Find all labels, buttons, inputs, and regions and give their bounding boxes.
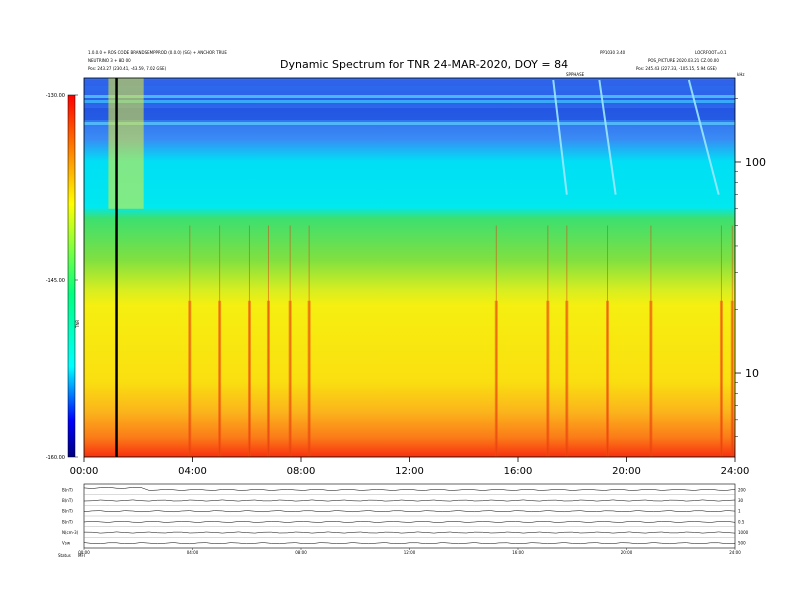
y-tick-label: 100 [745, 156, 766, 169]
burst-core [720, 225, 722, 457]
colorbar-label: TNR [75, 320, 80, 329]
drift-feature [687, 79, 720, 195]
spectrogram-background [84, 78, 735, 457]
y-tick-label: 10 [745, 367, 759, 380]
colorbar [67, 94, 76, 458]
chart-title: Dynamic Spectrum for TNR 24-MAR-2020, DO… [280, 58, 569, 71]
panel-trace [83, 499, 736, 502]
panel-trace [83, 487, 736, 491]
x-tick-label: 04:00 [178, 466, 207, 477]
drift-feature [552, 79, 568, 195]
spectrum-band [84, 80, 735, 86]
panel-label: B(nT) [62, 519, 73, 524]
colorbar-tick-label: -160.00 [46, 455, 65, 461]
burst-core [566, 225, 568, 457]
burst-core [650, 225, 652, 457]
header-left-line2: NEUTRINO 3 + 8D 00 [88, 58, 131, 63]
spectrum-band [84, 95, 735, 98]
burst-core [219, 225, 221, 457]
x-tick-label: 00:00 [70, 466, 99, 477]
header-right-top: LOCRFOOT=0.1 [695, 50, 727, 55]
footer-status-value: MFI [78, 553, 85, 558]
spectrum-band [84, 108, 735, 120]
panel-right-label: 500 [738, 541, 746, 546]
burst-core [495, 225, 497, 457]
panel-label: B(nT) [62, 487, 73, 492]
lower-x-tick-label: 20:00 [621, 550, 633, 555]
panel-trace [83, 531, 736, 534]
panel-label: B(nT) [62, 498, 73, 503]
early-noise-patch [108, 78, 144, 209]
panel-right-label: 30 [738, 498, 744, 503]
lower-x-tick-label: 24:00 [729, 550, 741, 555]
panel-right-label: 200 [738, 487, 746, 492]
burst-core [189, 225, 191, 457]
x-tick-label: 20:00 [612, 466, 641, 477]
panel-trace [83, 510, 736, 513]
burst-core [607, 225, 609, 457]
x-tick-label: 16:00 [504, 466, 533, 477]
panel-trace [83, 521, 736, 523]
panel-right-label: 0.5 [738, 519, 745, 524]
spectrum-band [84, 100, 735, 103]
x-tick-label: 12:00 [395, 466, 424, 477]
burst-core [248, 225, 250, 457]
header-center-top: PP1030 3.40 [600, 50, 626, 55]
khz-unit-label: kHz [737, 72, 745, 77]
footer-status-label: Status [58, 553, 71, 558]
burst-core [547, 225, 549, 457]
header-right-mid: SPPHASE [566, 72, 585, 77]
panel-right-label: 1 [738, 509, 741, 514]
colorbar-tick-label: -130.00 [46, 93, 65, 99]
lower-x-tick-label: 12:00 [404, 550, 416, 555]
x-tick-label: 08:00 [287, 466, 316, 477]
header-left-line3: Pos: 243.27 (230.41, -43.59, 7.02 GSE) [88, 66, 167, 71]
panel-label: N(cm-3) [62, 530, 79, 535]
header-right-line3: Pos: 245.43 (227.33, -105.15, 5.94 GSE) [636, 66, 717, 71]
panel-right-label: 1000 [738, 530, 749, 535]
spectrum-band [84, 122, 735, 125]
lower-x-tick-label: 16:00 [512, 550, 524, 555]
panel-label: Vsw [62, 541, 71, 546]
lower-x-tick-label: 00:00 [78, 550, 90, 555]
burst-core [308, 225, 310, 457]
x-tick-label: 24:00 [721, 466, 750, 477]
panel-trace [83, 542, 736, 545]
lower-x-tick-label: 04:00 [187, 550, 199, 555]
panel-label: B(nT) [62, 509, 73, 514]
drift-feature [598, 79, 617, 195]
header-right-line2: POS_PICTURE 2020.03.21 CZ.00.00 [648, 58, 719, 63]
colorbar-tick-label: -145.00 [46, 278, 65, 284]
burst-core [267, 225, 269, 457]
lower-x-tick-label: 08:00 [295, 550, 307, 555]
header-left-line1: 1.0.0.0 + ROS CODE BRANDSEMPPROD (0.0.0)… [88, 50, 227, 55]
burst-core [289, 225, 291, 457]
burst-core [731, 225, 733, 457]
